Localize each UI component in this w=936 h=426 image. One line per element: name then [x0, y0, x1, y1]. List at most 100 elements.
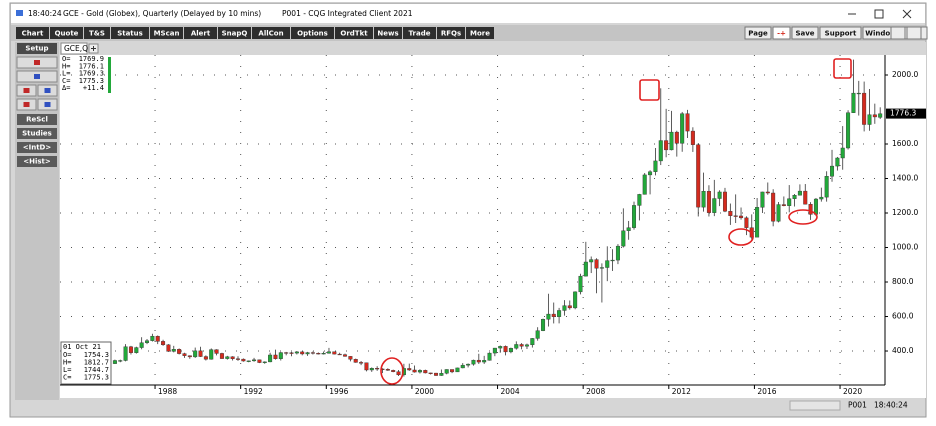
side-icon [23, 102, 30, 107]
x-tick-label: 1992 [244, 387, 263, 396]
candle-body [685, 113, 690, 132]
cursor-value: 1812.7 [84, 359, 109, 367]
menu-button[interactable] [218, 27, 251, 39]
x-tick-label: 2016 [757, 387, 776, 396]
candle-body [701, 191, 706, 208]
annotation-box [639, 79, 660, 101]
menu-button[interactable] [466, 27, 494, 39]
candle-body [359, 362, 364, 364]
candle-body [830, 165, 835, 177]
candle-body [840, 147, 845, 159]
candle-body [658, 140, 663, 162]
candle-body [476, 359, 481, 363]
candle-body [401, 368, 406, 376]
candle-body [193, 350, 198, 358]
candle-body [674, 131, 679, 144]
menu-button-label: Status [117, 30, 143, 38]
candle-body [824, 176, 829, 198]
menu-button[interactable] [111, 27, 149, 39]
toolbar-button-label: Page [748, 30, 768, 38]
title-time: 18:40:24 [28, 9, 62, 18]
candle-body [166, 344, 171, 352]
candle-body [835, 157, 840, 167]
candle-body [867, 114, 872, 125]
candle-body [294, 351, 299, 354]
candle-body [781, 204, 786, 206]
close-button[interactable] [902, 9, 912, 19]
candle-body [455, 367, 460, 373]
candle-body [209, 349, 214, 360]
menu-button[interactable] [335, 27, 373, 39]
candle-body [482, 360, 487, 363]
maximize-button[interactable] [874, 9, 884, 19]
candle-body [680, 113, 685, 144]
candle-body [423, 370, 428, 374]
menu-button[interactable] [184, 27, 217, 39]
toolbar-icon-button[interactable] [890, 26, 906, 40]
x-tick-label: 2000 [415, 387, 434, 396]
toolbar-button[interactable] [791, 26, 819, 40]
toolbar-button-label: Window [865, 30, 897, 38]
candle-body [519, 344, 524, 347]
side-button[interactable] [17, 43, 57, 54]
candle-body [776, 204, 781, 222]
menu-button[interactable] [84, 27, 110, 39]
ui-layer: Chart Quote T&S Status MScan Alert SnapQ AllCon… [16, 26, 928, 410]
quote-key: C= [62, 77, 70, 85]
menu-button[interactable] [252, 27, 290, 39]
candle-body [541, 319, 546, 331]
side-icon [34, 60, 40, 65]
candle-body [300, 351, 305, 355]
side-button[interactable] [17, 156, 57, 167]
menu-button-label: Chart [22, 30, 44, 38]
title-text: GCE - Gold (Globex), Quarterly (Delayed … [63, 9, 261, 18]
menu-button[interactable] [374, 27, 402, 39]
toolbar-button[interactable] [744, 26, 772, 40]
side-button[interactable] [17, 128, 57, 139]
y-tick-label: 800.0 [892, 277, 914, 286]
candle-body [524, 344, 529, 347]
side-button-label: <IntD> [23, 144, 52, 152]
status-bar [11, 400, 925, 411]
candle-body [610, 259, 615, 262]
candle-body [187, 355, 192, 358]
candle-body [583, 261, 588, 277]
side-icon [23, 88, 30, 93]
toolbar-button[interactable] [819, 26, 862, 40]
menu-button[interactable] [50, 27, 83, 39]
y-tick-label: 600.0 [892, 312, 914, 321]
menu-button[interactable] [16, 27, 49, 39]
candle-body [278, 352, 283, 359]
candle-body [642, 174, 647, 195]
side-button-label: Setup [25, 45, 48, 53]
menu-button-label: MScan [154, 30, 180, 38]
menu-button[interactable] [150, 27, 183, 39]
status-field [789, 400, 841, 411]
candle-body [632, 205, 637, 228]
candle-body [316, 353, 321, 355]
toolbar-icon-button[interactable] [906, 26, 922, 40]
side-button[interactable] [17, 142, 57, 153]
candle-body [128, 346, 133, 353]
add-tab-icon [91, 46, 96, 51]
toolbar-button[interactable] [772, 26, 791, 40]
side-button[interactable] [17, 114, 57, 125]
candle-body [118, 360, 123, 362]
menu-button-label: Options [297, 30, 328, 38]
candle-body [508, 348, 513, 353]
menu-button[interactable] [291, 27, 334, 39]
candle-body [551, 313, 556, 317]
x-tick-label: 2004 [501, 387, 520, 396]
toolbar-button-label: Support [825, 30, 857, 38]
menu-button[interactable] [403, 27, 436, 39]
last-price-label: 1776.3 [890, 109, 916, 118]
chart-tab[interactable] [60, 42, 88, 55]
y-tick-label: 2000.0 [892, 70, 918, 79]
quote-key: H= [62, 62, 70, 70]
candle-body [669, 131, 674, 151]
candle-body [728, 211, 733, 216]
candle-body [557, 310, 562, 317]
menu-button[interactable] [437, 27, 465, 39]
